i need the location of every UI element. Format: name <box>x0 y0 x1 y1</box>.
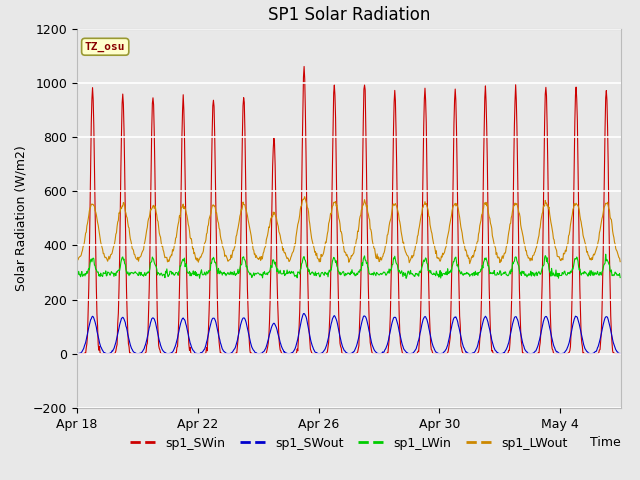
Y-axis label: Solar Radiation (W/m2): Solar Radiation (W/m2) <box>14 145 27 291</box>
Text: TZ_osu: TZ_osu <box>85 42 125 52</box>
Title: SP1 Solar Radiation: SP1 Solar Radiation <box>268 6 430 24</box>
Legend: sp1_SWin, sp1_SWout, sp1_LWin, sp1_LWout: sp1_SWin, sp1_SWout, sp1_LWin, sp1_LWout <box>125 432 573 455</box>
X-axis label: Time: Time <box>590 436 621 449</box>
